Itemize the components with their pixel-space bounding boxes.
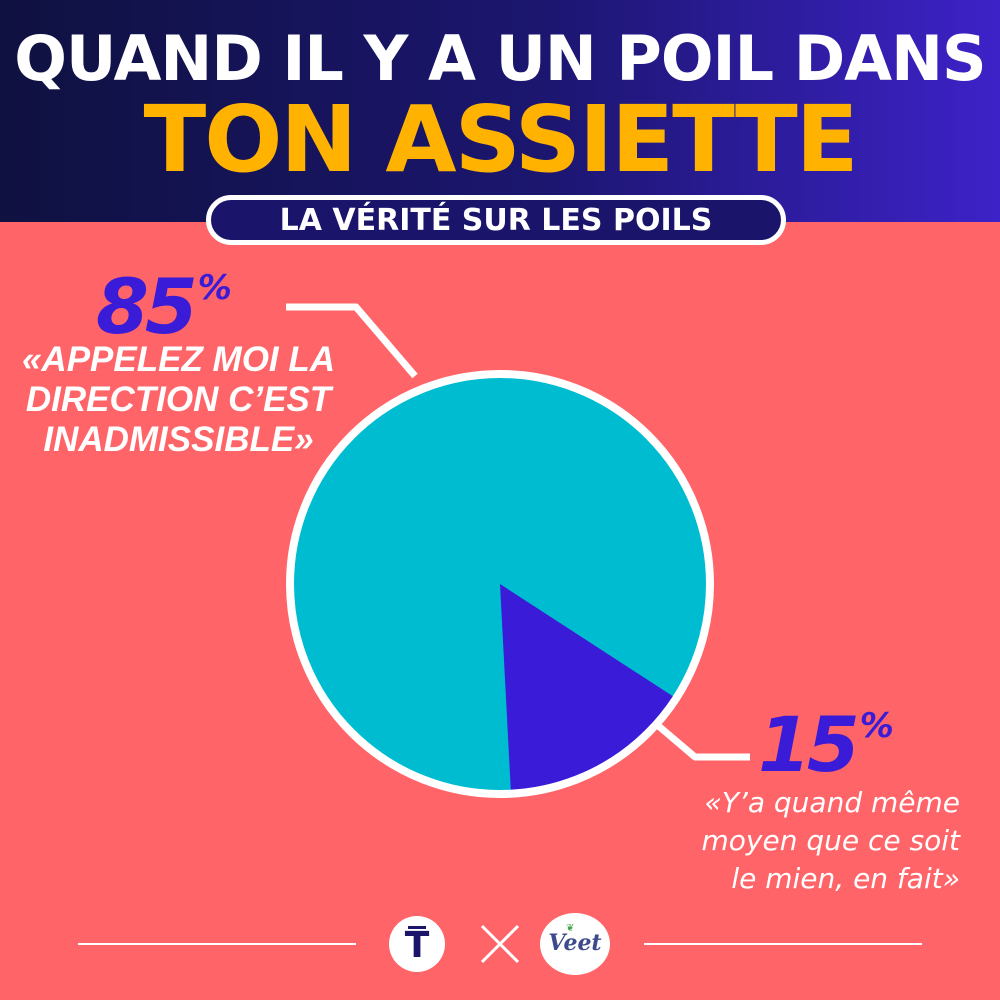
header-banner (0, 0, 1000, 222)
pie-outline (286, 370, 714, 798)
leader-line-2 (652, 720, 750, 761)
percent-sign: % (197, 268, 232, 308)
veet-brand-logo: ❦ Veet (540, 913, 610, 975)
percent-label-85: 85% (96, 262, 232, 351)
footer-divider-left (78, 943, 356, 945)
leaf-icon: ❦ (566, 923, 575, 934)
percent-number: 85 (96, 262, 198, 351)
footer-divider-right (644, 943, 922, 945)
veet-logo-text: Veet (548, 930, 602, 956)
leader-line-1 (286, 303, 418, 379)
title-line-2: TON ASSIETTE (143, 86, 858, 193)
pie (286, 370, 714, 798)
leader-lines (286, 303, 750, 761)
subtitle-pill: LA VÉRITÉ SUR LES POILS (206, 195, 786, 245)
quote-85: «APPELEZ MOI LA DIRECTION C’EST INADMISS… (21, 340, 336, 459)
title-line-1: QUAND IL Y A UN POIL DANS (14, 22, 986, 95)
pie-slice-15 (500, 584, 677, 794)
cross-icon (480, 924, 520, 964)
t-brand-logo: T (389, 916, 445, 972)
percent-label-15: 15% (758, 700, 894, 789)
t-logo-letter: T (404, 925, 430, 966)
subtitle: LA VÉRITÉ SUR LES POILS (279, 202, 713, 238)
percent-sign: % (859, 706, 894, 746)
quote-15: «Y’a quand même moyen que ce soit le mie… (701, 786, 961, 895)
percent-number: 15 (758, 700, 860, 789)
t-logo-bar (408, 926, 426, 929)
